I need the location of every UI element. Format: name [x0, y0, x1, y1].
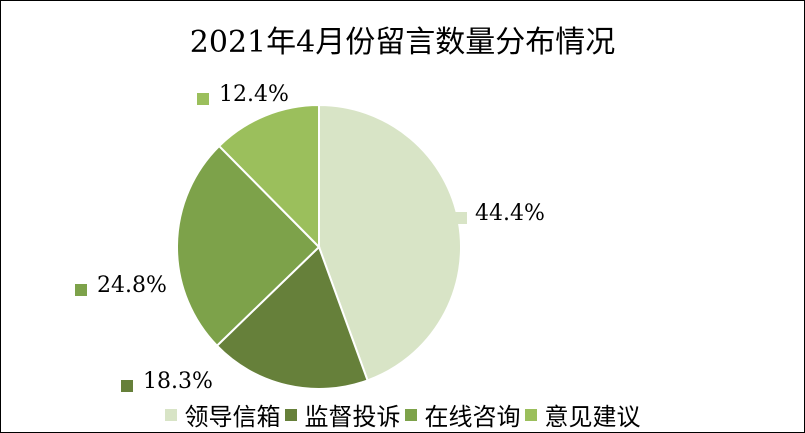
data-label-2: 18.3%: [143, 369, 213, 394]
legend-swatch-4: [524, 408, 537, 421]
data-label-swatch-4: [197, 93, 209, 105]
data-label-3: 24.8%: [97, 273, 167, 298]
pie-slice-3: [176, 144, 321, 348]
legend-swatch-2: [284, 408, 297, 421]
data-label-swatch-2: [121, 380, 133, 392]
legend-label-3: 在线咨询: [424, 403, 521, 431]
legend-label-4: 意见建议: [544, 403, 641, 431]
legend-label-1: 领导信箱: [184, 403, 281, 431]
data-label-4: 12.4%: [219, 82, 289, 107]
legend-swatch-1: [164, 408, 177, 421]
legend-item-3: 在线咨询: [404, 397, 521, 432]
chart-title: 2021年4月份留言数量分布情况: [189, 25, 616, 60]
legend-item-4: 意见建议: [524, 397, 641, 432]
legend-item-1: 领导信箱: [164, 397, 281, 432]
pie-slice-4: [217, 103, 320, 250]
data-label-1: 44.4%: [475, 201, 545, 226]
legend-item-2: 监督投诉: [284, 397, 401, 432]
pie-slice-2: [215, 245, 369, 390]
legend-label-2: 监督投诉: [304, 403, 401, 431]
legend-swatch-3: [404, 408, 417, 421]
data-label-swatch-1: [455, 212, 467, 224]
chart-legend: 领导信箱 监督投诉 在线咨询 意见建议: [1, 397, 804, 432]
data-label-swatch-3: [75, 284, 87, 296]
